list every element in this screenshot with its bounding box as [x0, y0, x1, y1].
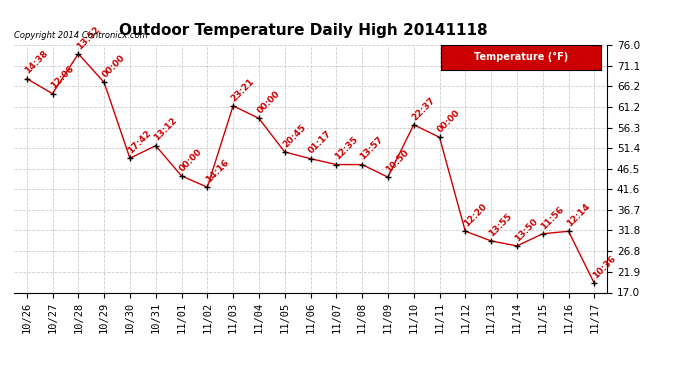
Text: 13:55: 13:55	[488, 211, 514, 238]
Text: 14:38: 14:38	[23, 49, 50, 76]
Text: 01:17: 01:17	[307, 129, 333, 156]
Text: 00:00: 00:00	[436, 108, 462, 135]
Text: 12:35: 12:35	[333, 135, 359, 162]
Text: 00:00: 00:00	[255, 89, 282, 116]
Text: 17:42: 17:42	[126, 129, 153, 156]
Text: 11:56: 11:56	[539, 204, 566, 231]
Text: 12:14: 12:14	[565, 202, 591, 228]
Text: 13:57: 13:57	[359, 135, 385, 162]
Text: 10:36: 10:36	[591, 254, 618, 280]
Text: 13:50: 13:50	[513, 217, 540, 243]
Text: 10:50: 10:50	[384, 148, 411, 174]
Text: 13:12: 13:12	[152, 116, 179, 143]
Text: Copyright 2014 Contronicx.com: Copyright 2014 Contronicx.com	[14, 31, 148, 40]
Text: 23:21: 23:21	[230, 76, 256, 103]
Text: 13:52: 13:52	[75, 24, 101, 51]
Text: 00:00: 00:00	[178, 147, 204, 173]
Text: Outdoor Temperature Daily High 20141118: Outdoor Temperature Daily High 20141118	[119, 22, 488, 38]
Text: 22:37: 22:37	[410, 95, 437, 122]
Text: 14:16: 14:16	[204, 158, 230, 184]
Text: 12:06: 12:06	[49, 64, 75, 91]
Text: 20:45: 20:45	[281, 123, 308, 149]
Text: 12:20: 12:20	[462, 202, 489, 228]
Text: 00:00: 00:00	[101, 53, 127, 80]
